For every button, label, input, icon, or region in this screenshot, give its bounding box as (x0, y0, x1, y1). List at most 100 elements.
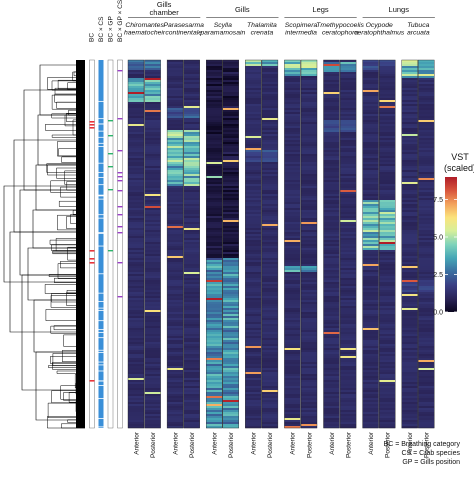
heatmap-cell (301, 298, 317, 301)
heatmap-cell (301, 382, 317, 385)
heatmap-cell (183, 406, 200, 409)
heatmap-cell (379, 146, 396, 149)
heatmap-cell (401, 206, 418, 209)
heatmap-cell (144, 308, 161, 311)
heatmap-cell (362, 264, 379, 267)
heatmap-cell (183, 386, 200, 389)
heatmap-cell (183, 414, 200, 417)
heatmap-cell (144, 258, 161, 261)
heatmap-cell (323, 132, 340, 135)
heatmap-cell (401, 246, 418, 249)
heatmap-cell (323, 166, 340, 169)
heatmap-cell (284, 256, 301, 259)
heatmap-cell (301, 184, 317, 187)
heatmap-cell (261, 426, 278, 429)
heatmap-cell (128, 226, 144, 229)
heatmap-cell (167, 338, 184, 341)
heatmap-cell (206, 156, 223, 159)
heatmap-cell (128, 86, 144, 89)
legend-tick-label: 5.0 (433, 235, 443, 242)
heatmap-cell (128, 176, 144, 179)
heatmap-cell (167, 116, 184, 119)
heatmap-cell (183, 114, 200, 117)
heatmap-cell (418, 206, 435, 209)
heatmap-cell (340, 286, 357, 289)
heatmap-cell (245, 392, 262, 395)
heatmap-cell (128, 238, 144, 241)
heatmap-cell (206, 278, 223, 281)
heatmap-cell (167, 160, 184, 163)
heatmap-cell (401, 276, 418, 279)
heatmap-cell (284, 182, 301, 185)
heatmap-cell (183, 408, 200, 411)
heatmap-cell (401, 288, 418, 291)
heatmap-cell (418, 290, 435, 293)
heatmap-cell (245, 268, 262, 271)
heatmap-cell (245, 376, 262, 379)
heatmap-cell (167, 412, 184, 415)
dendrogram-branch (54, 277, 85, 283)
heatmap-cell (167, 380, 184, 383)
heatmap-cell (418, 240, 435, 243)
heatmap-cell (222, 338, 239, 341)
heatmap-cell (401, 342, 418, 345)
heatmap-cell (401, 360, 418, 363)
heatmap-cell (401, 296, 418, 299)
heatmap-cell (128, 384, 144, 387)
heatmap-cell (222, 216, 239, 219)
heatmap-cell (379, 422, 396, 425)
heatmap-cell (379, 382, 396, 385)
heatmap-cell (418, 160, 435, 163)
heatmap-cell (284, 172, 301, 175)
heatmap-cell (144, 126, 161, 129)
heatmap-cell (245, 386, 262, 389)
heatmap-cell (261, 76, 278, 79)
heatmap-cell (340, 114, 357, 117)
heatmap-cell (222, 86, 239, 89)
heatmap-cell (167, 62, 184, 65)
heatmap-cell (144, 226, 161, 229)
heatmap-cell (340, 322, 357, 325)
heatmap-cell (323, 240, 340, 243)
heatmap-cell (284, 280, 301, 283)
heatmap-cell (301, 108, 317, 111)
heatmap-cell (284, 294, 301, 297)
heatmap-cell (301, 268, 317, 271)
heatmap-cell (284, 386, 301, 389)
heatmap-cell (379, 372, 396, 375)
annotation-gap-bc-cs (98, 370, 104, 372)
heatmap-cell (222, 324, 239, 327)
heatmap-cell (418, 198, 435, 201)
heatmap-cell (401, 286, 418, 289)
heatmap-cell (379, 252, 396, 255)
heatmap-cell (418, 164, 435, 167)
heatmap-cell (340, 350, 357, 353)
heatmap-cell (379, 232, 396, 235)
heatmap-cell (206, 388, 223, 391)
heatmap-cell (323, 162, 340, 165)
heatmap-cell (206, 90, 223, 93)
heatmap-cell (261, 378, 278, 381)
species-name: Scylla (214, 22, 232, 29)
heatmap-cell (144, 340, 161, 343)
heatmap-cell (340, 278, 357, 281)
heatmap-cell (128, 356, 144, 359)
heatmap-cell (261, 334, 278, 337)
heatmap-cell (284, 202, 301, 205)
heatmap-cell (144, 282, 161, 285)
heatmap-cell (206, 220, 223, 223)
heatmap-cell (284, 178, 301, 181)
heatmap-cell (206, 426, 223, 429)
heatmap-cell (144, 116, 161, 119)
heatmap-cell (379, 416, 396, 419)
heatmap-cell (222, 98, 239, 101)
heatmap-cell (261, 98, 278, 101)
heatmap-cell (401, 346, 418, 349)
heatmap-cell (183, 376, 200, 379)
heatmap-cell (284, 328, 301, 331)
heatmap-cell (284, 416, 301, 419)
heatmap-cell (261, 100, 278, 103)
heatmap-cell (183, 92, 200, 95)
heatmap-cell (301, 414, 317, 417)
heatmap-cell (340, 380, 357, 383)
